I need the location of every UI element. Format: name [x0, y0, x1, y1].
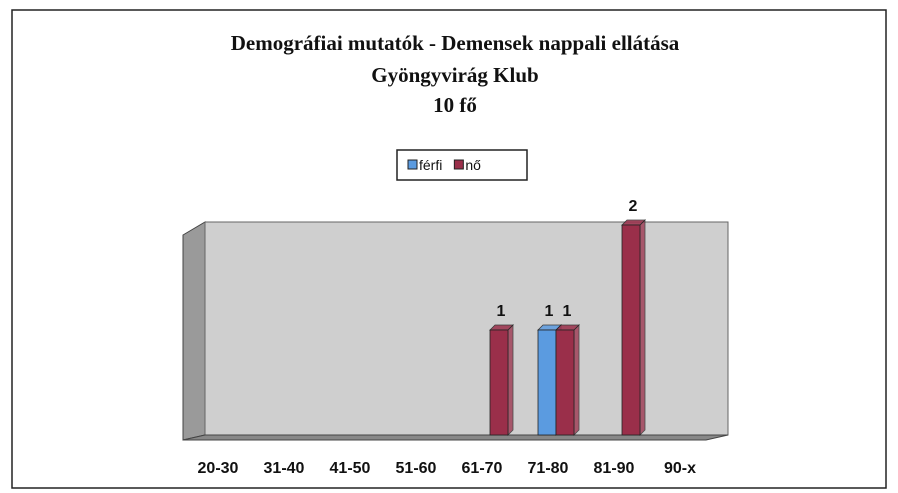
bar — [621, 224, 641, 436]
plot-back-wall — [204, 221, 729, 436]
bar-side — [507, 324, 514, 436]
chart-title: Demográfiai mutatók - Demensek nappali e… — [231, 31, 680, 55]
legend-swatch — [453, 159, 464, 170]
bar-side — [639, 219, 646, 436]
x-tick-label: 81-90 — [594, 460, 635, 477]
legend-label: nő — [465, 157, 481, 173]
data-label: 1 — [563, 303, 572, 320]
x-tick-label: 20-30 — [198, 460, 239, 477]
x-tick-label: 51-60 — [396, 460, 437, 477]
chart-title: 10 fő — [433, 93, 477, 117]
plot-side-wall — [182, 221, 206, 441]
data-label: 2 — [629, 198, 638, 215]
chart-title: Gyöngyvirág Klub — [371, 63, 538, 87]
plot-floor — [182, 434, 729, 441]
x-tick-label: 90-x — [664, 460, 696, 477]
x-tick-label: 31-40 — [264, 460, 305, 477]
data-label: 1 — [497, 303, 506, 320]
data-label: 1 — [545, 303, 554, 320]
bar — [555, 329, 575, 436]
bar — [537, 329, 557, 436]
x-tick-label: 41-50 — [330, 460, 371, 477]
x-tick-label: 61-70 — [462, 460, 503, 477]
x-tick-label: 71-80 — [528, 460, 569, 477]
legend-label: férfi — [419, 157, 442, 173]
bar-side — [573, 324, 580, 436]
legend-swatch — [407, 159, 418, 170]
bar — [489, 329, 509, 436]
